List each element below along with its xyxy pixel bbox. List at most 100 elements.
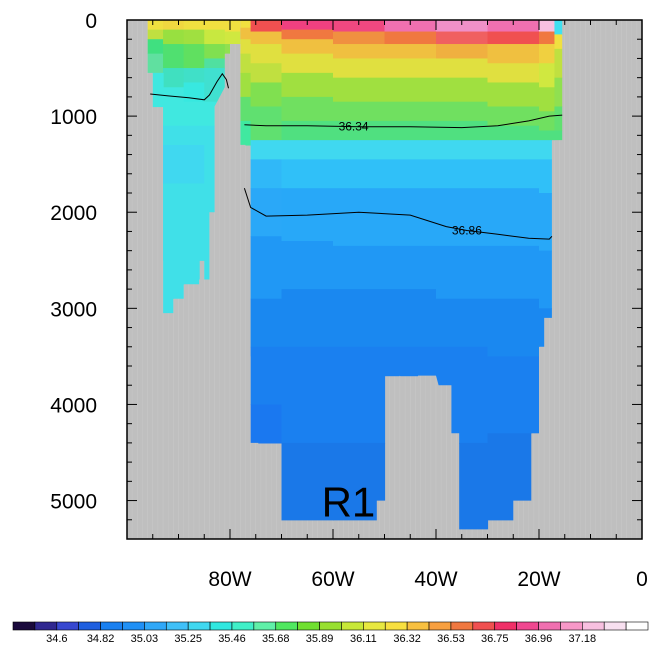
y-tick-label: 3000: [50, 298, 97, 321]
salinity-cell: [163, 20, 185, 31]
salinity-cell: [147, 29, 164, 40]
salinity-cell: [281, 346, 334, 444]
colorbar-swatch: [275, 621, 298, 631]
x-tick-label: 0: [636, 568, 648, 591]
salinity-cell: [487, 125, 540, 141]
salinity-cell: [436, 298, 489, 348]
salinity-cell: [163, 68, 185, 88]
x-tick-label: 60W: [311, 568, 354, 591]
colorbar: 34.6 34.82 35.03 35.25 35.46 35.68 35.89 36.11 3…: [12, 621, 649, 645]
salinity-cell: [333, 346, 386, 444]
colorbar-tick-label: 35.25: [174, 633, 202, 645]
salinity-cell: [240, 27, 252, 40]
salinity-cell: [281, 72, 334, 98]
y-tick-label: 2000: [50, 202, 97, 225]
salinity-cell: [204, 29, 226, 45]
salinity-cell: [436, 58, 489, 79]
salinity-cell: [163, 144, 205, 184]
salinity-cell: [487, 31, 540, 45]
colorbar-swatch: [78, 621, 101, 631]
colorbar-swatch: [253, 621, 277, 631]
salinity-cell: [539, 140, 556, 160]
salinity-cell: [436, 20, 489, 33]
salinity-cell: [224, 31, 241, 45]
salinity-cell: [384, 120, 437, 141]
salinity-cell: [487, 356, 540, 434]
salinity-cell: [173, 260, 185, 300]
colorbar-swatch: [582, 621, 605, 631]
y-tick-label: 5000: [50, 491, 97, 514]
contour-line: [243, 188, 553, 240]
main-basin-cells: [240, 20, 563, 530]
colorbar-tick-label: 36.11: [350, 633, 377, 645]
colorbar-swatch: [34, 621, 58, 631]
salinity-cell: [240, 53, 252, 74]
salinity-cell: [224, 20, 241, 33]
salinity-cell: [539, 130, 556, 141]
salinity-cell: [384, 245, 437, 290]
colorbar-swatch: [625, 621, 649, 631]
colorbar-swatch: [319, 621, 342, 631]
salinity-cell: [183, 68, 205, 84]
salinity-cell: [436, 44, 489, 60]
salinity-cell: [240, 72, 252, 98]
contour-line: [150, 72, 229, 101]
salinity-cell: [163, 87, 185, 103]
salinity-cell: [333, 289, 386, 348]
colorbar-tick-label: 35.89: [306, 633, 334, 645]
salinity-cell: [204, 58, 226, 69]
salinity-cell: [250, 159, 283, 189]
salinity-cell: [281, 96, 334, 122]
salinity-cell: [384, 140, 437, 160]
salinity-cell: [250, 188, 283, 237]
salinity-cell: [333, 31, 386, 45]
colorbar-swatch: [297, 621, 320, 631]
salinity-cell: [281, 241, 334, 290]
salinity-cell: [333, 58, 386, 79]
salinity-cell: [250, 20, 283, 33]
salinity-cell: [183, 44, 205, 69]
salinity-cell: [554, 34, 563, 50]
salinity-cell: [487, 63, 540, 84]
salinity-cell: [281, 29, 334, 40]
salinity-cell: [163, 125, 205, 146]
salinity-cell: [281, 442, 334, 521]
salinity-cell: [147, 53, 164, 74]
salinity-cell: [487, 20, 540, 33]
salinity-cell: [250, 82, 283, 108]
contour-lines: 36.34 36.86: [150, 72, 563, 240]
colorbar-tick-label: 34.82: [87, 633, 115, 645]
salinity-cell: [384, 20, 437, 33]
salinity-cell: [240, 96, 252, 122]
salinity-cell: [333, 20, 386, 33]
salinity-cell: [333, 120, 386, 141]
contour-label: 36.34: [339, 120, 369, 134]
x-tick-label: 20W: [517, 568, 560, 591]
salinity-cell: [250, 404, 283, 444]
salinity-cell: [554, 77, 563, 108]
colorbar-swatch: [516, 621, 539, 631]
salinity-cell: [333, 77, 386, 103]
colorbar-tick-label: 36.53: [437, 633, 465, 645]
colorbar-swatch: [144, 621, 167, 631]
contour-line: [244, 114, 563, 129]
colorbar-swatch: [450, 621, 474, 631]
salinity-cell: [240, 120, 252, 146]
salinity-cell: [250, 140, 283, 160]
salinity-cell: [163, 260, 174, 314]
salinity-cell: [384, 58, 437, 79]
salinity-cell: [333, 442, 386, 521]
colorbar-swatch: [406, 621, 430, 631]
salinity-cell: [539, 44, 556, 64]
salinity-cell: [539, 20, 556, 33]
contour-label: 36.86: [452, 223, 482, 237]
colorbar-swatch: [384, 621, 408, 631]
salinity-cell: [539, 87, 556, 112]
salinity-cell: [436, 77, 489, 103]
salinity-cell: [539, 31, 556, 45]
y-tick-label: 4000: [50, 394, 97, 417]
colorbar-swatch: [363, 621, 386, 631]
salinity-cell: [384, 159, 437, 189]
colorbar-swatch: [538, 621, 561, 631]
salinity-cell: [436, 245, 489, 300]
